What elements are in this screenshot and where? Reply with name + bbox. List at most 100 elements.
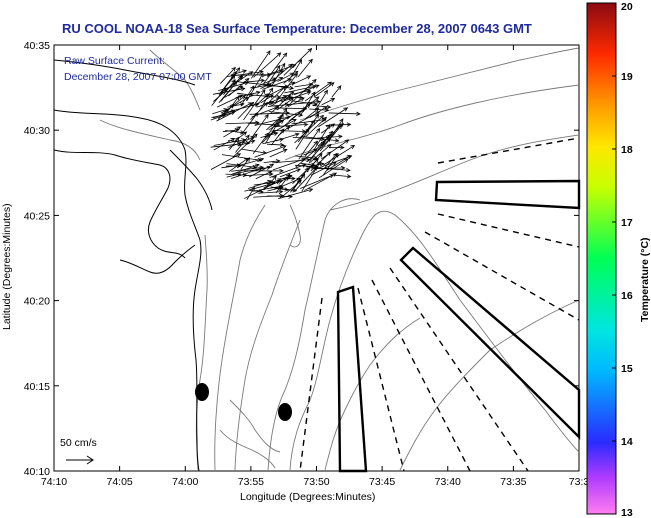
current-vector: [265, 64, 281, 87]
current-vector: [240, 157, 251, 170]
current-vector: [294, 128, 310, 144]
current-vector: [263, 52, 288, 84]
x-tick-label: 73:45: [369, 476, 395, 488]
current-vector: [297, 58, 313, 78]
current-vector: [268, 111, 304, 118]
colorbar-tick-label: 14: [621, 436, 633, 448]
current-vector: [212, 108, 229, 115]
current-vector: [268, 102, 290, 107]
x-tick-label: 73:40: [435, 476, 461, 488]
current-vector: [328, 145, 345, 150]
current-vector: [304, 81, 332, 102]
current-vector: [237, 101, 255, 120]
current-vector: [221, 163, 242, 169]
current-vector: [253, 52, 282, 78]
colorbar-tick-label: 13: [621, 507, 633, 518]
current-vector: [229, 136, 240, 151]
vector-scale: 50 cm/s: [60, 437, 97, 465]
current-vector: [257, 189, 284, 194]
current-vector: [267, 85, 286, 105]
current-vector: [221, 94, 246, 116]
zone-south-lane: [336, 285, 368, 473]
current-vector: [223, 126, 242, 138]
x-axis: 74:10 74:05 74:00 73:55 73:50 73:45 73:40 73:35…: [41, 45, 590, 488]
current-vector: [265, 81, 296, 98]
scale-label: 50 cm/s: [60, 437, 97, 449]
current-vector: [309, 107, 330, 113]
zone-southeast-lane: [399, 246, 581, 440]
current-vector: [271, 62, 286, 87]
current-vector: [319, 124, 343, 152]
current-vector: [330, 174, 352, 179]
current-vector: [329, 118, 344, 140]
colorbar-tick-label: 15: [621, 363, 633, 375]
current-vector: [297, 113, 320, 143]
current-vector: [243, 78, 266, 83]
current-vector: [264, 119, 297, 138]
current-vector: [300, 174, 335, 189]
current-vector: [305, 116, 328, 137]
current-vector: [222, 128, 240, 133]
current-vector: [294, 82, 314, 88]
colorbar-gradient: [586, 2, 617, 515]
current-vector: [218, 70, 237, 96]
current-vector: [250, 50, 271, 79]
current-vector: [234, 165, 272, 174]
current-vector: [284, 84, 317, 94]
current-vector: [269, 148, 288, 158]
current-vector: [273, 157, 307, 171]
current-vector: [211, 113, 227, 118]
current-vector: [320, 123, 336, 134]
station-marker-2: [278, 403, 292, 421]
current-vector: [321, 98, 336, 106]
current-vector: [273, 122, 309, 128]
current-vector: [230, 69, 248, 76]
current-vector: [253, 180, 276, 186]
current-vector: [277, 125, 291, 137]
current-vector: [250, 113, 269, 140]
current-vector: [241, 148, 268, 155]
current-vector: [227, 102, 245, 108]
current-vector: [270, 91, 295, 107]
zone-east-lane: [434, 179, 581, 210]
current-vector: [267, 185, 284, 192]
current-vector: [302, 136, 340, 143]
current-vector: [254, 145, 287, 158]
current-vector: [244, 180, 281, 199]
y-tick-label: 40:30: [24, 125, 50, 137]
current-vector: [250, 101, 269, 120]
y-tick-label: 40:10: [24, 466, 50, 478]
x-tick-label: 74:00: [172, 476, 198, 488]
current-vector: [298, 127, 321, 160]
current-vector: [331, 85, 342, 98]
current-vector: [246, 72, 264, 101]
current-vector: [308, 143, 332, 164]
current-vector: [311, 167, 351, 173]
current-vector: [328, 111, 361, 117]
current-vector: [287, 97, 305, 108]
surface-current-vectors: [210, 47, 361, 201]
current-vector: [261, 130, 276, 144]
current-vector: [220, 66, 236, 84]
current-vector: [269, 163, 307, 178]
x-tick-label: 73:3: [569, 476, 590, 488]
current-vector: [226, 172, 242, 178]
current-vector: [267, 142, 285, 148]
current-vector: [281, 90, 312, 103]
x-tick-label: 74:10: [41, 476, 67, 488]
y-tick-label: 40:35: [24, 40, 50, 52]
current-vector: [313, 82, 335, 98]
x-tick-label: 74:05: [106, 476, 132, 488]
current-vector: [252, 82, 272, 89]
current-vector: [275, 132, 300, 142]
current-vector: [213, 137, 236, 151]
current-vector: [292, 75, 312, 85]
colorbar-tick-label: 19: [621, 71, 633, 83]
current-vector: [256, 100, 275, 108]
current-vector: [257, 77, 277, 87]
y-tick-label: 40:25: [24, 210, 50, 222]
current-vector: [312, 104, 332, 110]
colorbar-tick-label: 18: [621, 144, 633, 156]
current-vector: [259, 87, 273, 111]
current-vector: [321, 139, 350, 160]
